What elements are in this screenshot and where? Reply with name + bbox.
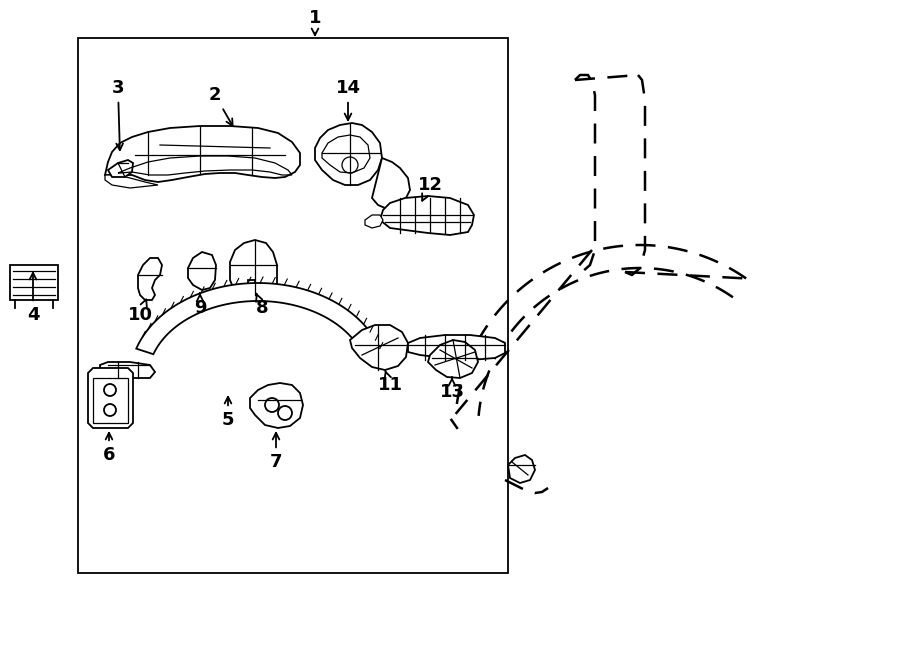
Polygon shape [108, 160, 133, 177]
Text: 13: 13 [439, 377, 464, 401]
Text: 14: 14 [336, 79, 361, 120]
Text: 7: 7 [270, 433, 283, 471]
Polygon shape [350, 325, 408, 370]
Polygon shape [188, 252, 216, 290]
Polygon shape [136, 283, 380, 354]
Polygon shape [230, 240, 277, 295]
Text: 9: 9 [194, 293, 206, 317]
Text: 3: 3 [112, 79, 124, 150]
Text: 4: 4 [27, 273, 40, 324]
Polygon shape [138, 258, 162, 300]
Text: 6: 6 [103, 433, 115, 464]
Polygon shape [408, 335, 505, 360]
Polygon shape [100, 362, 155, 378]
Polygon shape [105, 126, 300, 182]
Text: 2: 2 [209, 86, 232, 126]
Polygon shape [372, 158, 410, 208]
Polygon shape [365, 215, 383, 228]
Polygon shape [250, 383, 303, 428]
Polygon shape [315, 123, 382, 185]
Polygon shape [88, 368, 133, 428]
Bar [10, 265, 58, 300]
Polygon shape [105, 175, 158, 188]
Text: 11: 11 [377, 371, 402, 394]
Text: 12: 12 [418, 176, 443, 201]
Text: 8: 8 [256, 293, 268, 317]
Polygon shape [380, 196, 474, 235]
Text: 1: 1 [309, 9, 321, 35]
Polygon shape [508, 455, 535, 483]
Text: 5: 5 [221, 397, 234, 429]
Polygon shape [428, 340, 478, 378]
Bar [78, 38, 508, 573]
Text: 10: 10 [128, 299, 152, 324]
